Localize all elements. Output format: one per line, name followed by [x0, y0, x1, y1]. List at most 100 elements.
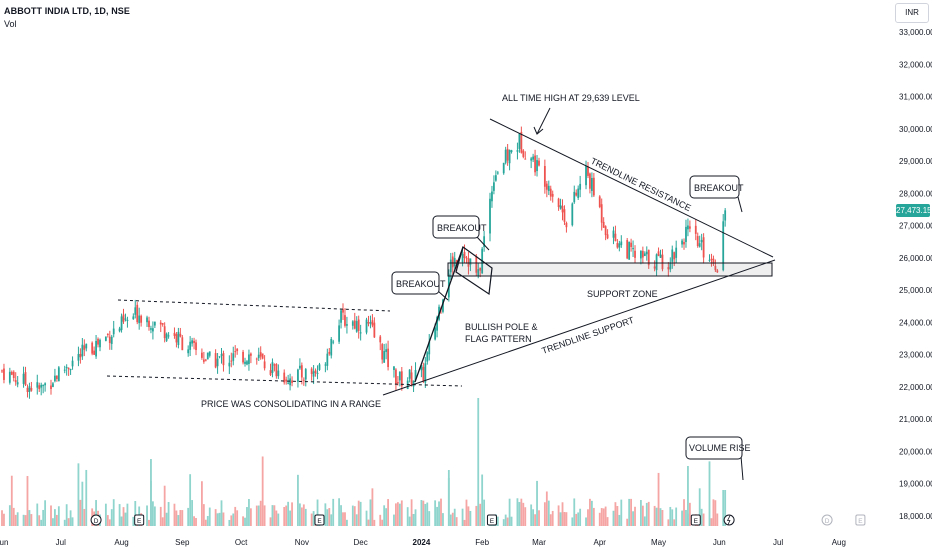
volume-bar	[206, 515, 209, 526]
candle-body	[579, 183, 582, 190]
volume-bar	[52, 518, 54, 526]
candle-body	[589, 173, 591, 189]
volume-bar	[612, 510, 615, 526]
candle-body	[645, 251, 648, 255]
earnings-marker[interactable]	[855, 514, 866, 526]
candle-body	[634, 250, 636, 258]
candle-body	[324, 364, 327, 366]
support-zone-label: SUPPORT ZONE	[587, 289, 658, 299]
price-tick-label: 23,000.00	[899, 351, 932, 360]
volume-bar	[659, 508, 662, 526]
volume-bar	[57, 506, 60, 526]
volume-bar	[297, 474, 299, 526]
dividend-marker[interactable]	[90, 514, 102, 526]
volume-bar	[236, 510, 239, 526]
candle-body	[118, 328, 121, 332]
volume-bar	[687, 466, 689, 526]
volume-bar	[38, 515, 41, 526]
volume-bar	[685, 509, 687, 526]
candle-body	[655, 254, 658, 271]
volume-bar	[661, 509, 664, 526]
last-price-tag: 27,473.15	[896, 204, 932, 217]
volume-bar	[538, 510, 540, 526]
volume-bar	[159, 506, 162, 526]
volume-bar	[643, 516, 646, 526]
candle-body	[496, 172, 499, 174]
volume-bar	[575, 513, 578, 526]
candle-body	[291, 380, 293, 383]
volume-bar	[300, 507, 303, 526]
candle-body	[232, 353, 235, 361]
earnings-marker[interactable]	[690, 514, 701, 526]
volume-bar	[132, 516, 135, 526]
volume-bar	[453, 508, 456, 526]
candle-body	[538, 160, 540, 166]
event-marker-letter: E	[137, 518, 142, 525]
volume-bar	[298, 503, 301, 526]
volume-bar	[263, 505, 266, 526]
candlesticks	[1, 126, 727, 399]
candle-body	[614, 233, 617, 242]
candle-body	[85, 343, 88, 349]
candle-body	[647, 249, 650, 266]
candle-body	[436, 317, 438, 331]
candle-body	[246, 361, 248, 365]
dividend-marker[interactable]	[821, 514, 833, 526]
volume-bar	[118, 504, 121, 526]
volume-bar	[379, 514, 382, 526]
candle-body	[683, 242, 685, 245]
price-tick-label: 22,000.00	[899, 383, 932, 392]
volume-bar	[506, 517, 509, 526]
candle-body	[152, 328, 154, 332]
pole-flag-label-1: BULLISH POLE &	[465, 322, 538, 332]
volume-bar	[359, 501, 362, 526]
volume-bar	[165, 512, 168, 526]
breakout-flag-box	[432, 215, 480, 239]
candle-body	[312, 371, 315, 377]
candle-body	[606, 234, 609, 239]
earnings-marker[interactable]	[486, 514, 497, 526]
volume-bar	[173, 503, 176, 526]
volume-bar	[598, 512, 601, 526]
split-marker[interactable]	[723, 514, 735, 526]
volume-bar	[645, 502, 648, 526]
candle-body	[249, 353, 252, 356]
candle-body	[700, 239, 703, 243]
candle-body	[300, 365, 303, 378]
currency-button[interactable]: INR	[895, 3, 929, 23]
earnings-marker[interactable]	[314, 514, 325, 526]
price-tick-label: 26,000.00	[899, 254, 932, 263]
volume-indicator-label[interactable]: Vol	[4, 19, 17, 29]
event-marker-letter: E	[694, 518, 699, 525]
candle-body	[242, 351, 244, 363]
candle-body	[483, 236, 486, 248]
candle-body	[426, 352, 429, 362]
volume-bar	[220, 500, 223, 526]
candle-body	[577, 188, 580, 198]
candle-body	[214, 353, 217, 368]
candle-body	[461, 253, 464, 263]
volume-bar	[551, 510, 554, 526]
volume-bar	[181, 510, 184, 526]
price-tick-label: 20,000.00	[899, 447, 932, 456]
candle-body	[551, 193, 554, 197]
price-tick-label: 30,000.00	[899, 125, 932, 134]
candle-body	[428, 341, 431, 355]
candle-body	[641, 250, 644, 258]
volume-bar	[722, 490, 725, 526]
candle-body	[340, 310, 342, 323]
volume-bar	[163, 485, 166, 526]
candle-body	[571, 203, 574, 226]
volume-bar	[532, 509, 535, 526]
volume-bar	[228, 519, 231, 526]
volume-rise-arrow	[740, 455, 744, 481]
candle-body	[602, 221, 605, 228]
candle-body	[408, 369, 411, 379]
volume-bar	[565, 512, 568, 526]
candle-body	[330, 338, 333, 356]
earnings-marker[interactable]	[134, 514, 145, 526]
candle-body	[244, 361, 246, 364]
volume-bar	[640, 499, 642, 526]
